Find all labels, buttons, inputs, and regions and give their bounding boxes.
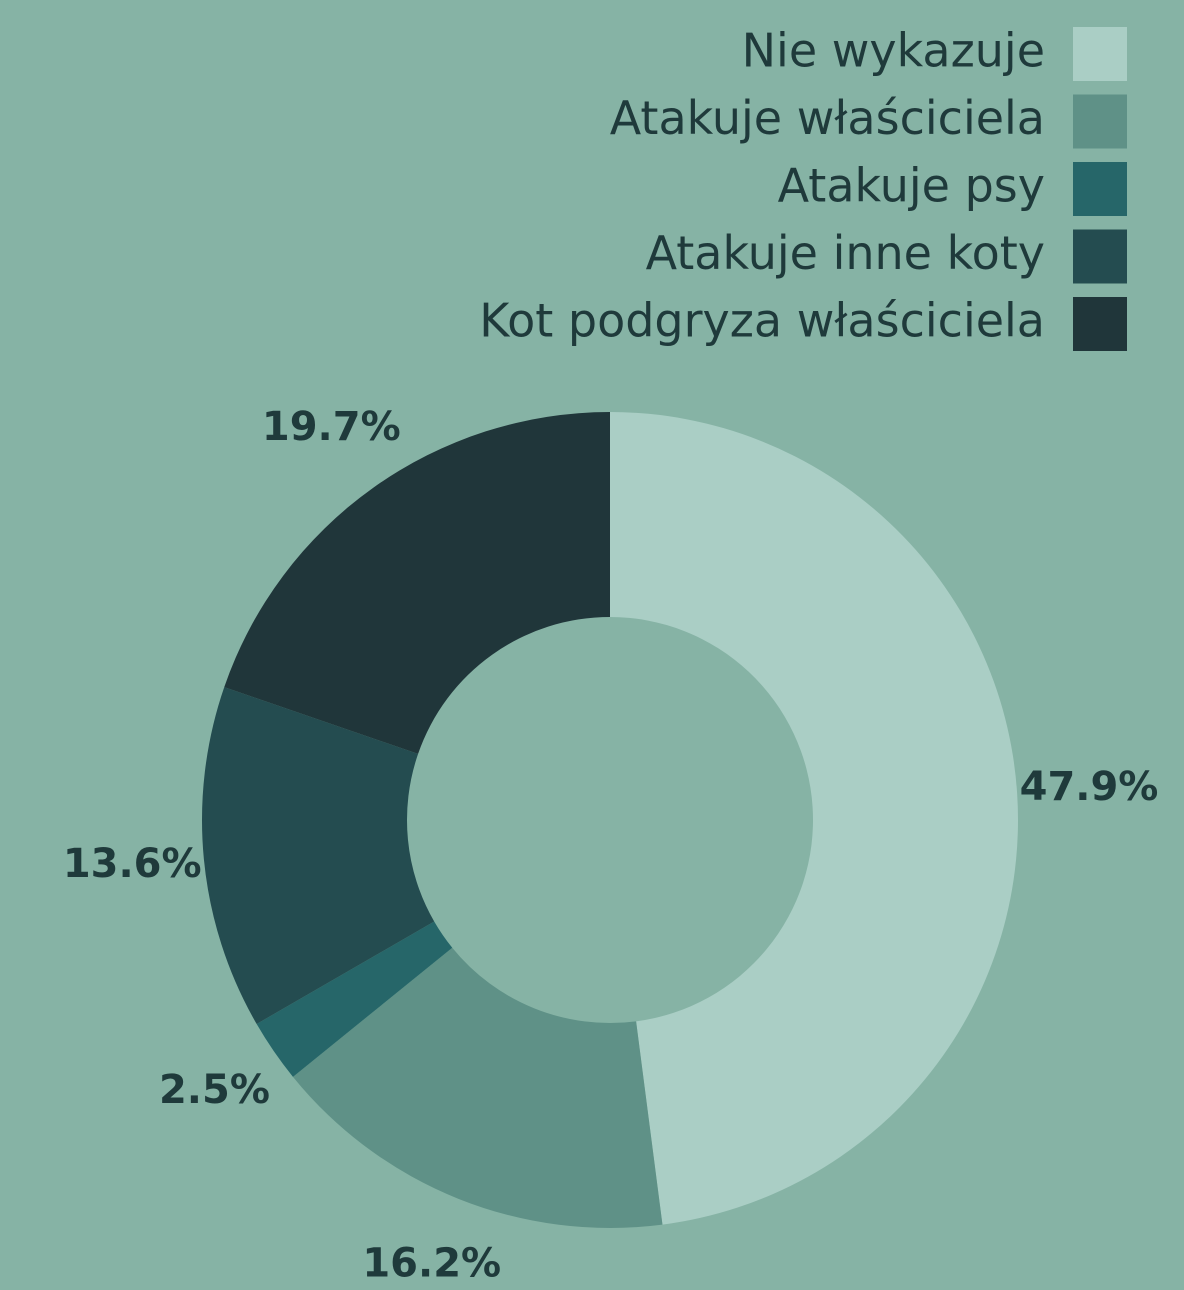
slice-label: 13.6% [63,841,202,887]
legend-label: Atakuje psy [778,159,1045,213]
legend-swatch [1073,229,1127,284]
slice-label: 2.5% [159,1067,270,1113]
legend-swatch [1073,297,1127,351]
donut-slice [292,947,663,1228]
donut-slice [224,412,610,754]
legend-label: Kot podgryza właściciela [479,294,1045,348]
slice-label: 19.7% [262,404,401,450]
legend-label: Atakuje właściciela [610,91,1045,145]
donut-slice [256,921,453,1077]
slice-label: 47.9% [1020,764,1159,810]
donut-slice [201,687,435,1024]
legend-swatch [1073,162,1127,216]
legend-label: Nie wykazuje [742,24,1045,78]
legend-label: Atakuje inne koty [646,226,1045,280]
legend-swatch [1073,27,1127,81]
slice-label: 16.2% [362,1241,501,1287]
donut-slice [610,412,1019,1225]
legend-swatch [1073,94,1127,149]
